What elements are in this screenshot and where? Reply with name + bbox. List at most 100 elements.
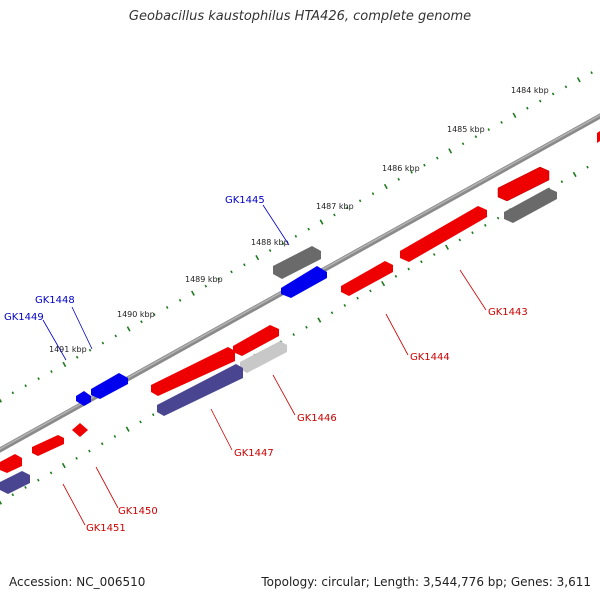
- gene-label[interactable]: GK1450: [118, 506, 158, 517]
- map-title: Geobacillus kaustophilus HTA426, complet…: [128, 9, 472, 24]
- ruler-tick: [75, 456, 78, 460]
- gene-arrow[interactable]: [233, 325, 279, 356]
- gene-arrow[interactable]: [273, 246, 321, 279]
- ruler-label: 1487 kbp: [316, 202, 354, 211]
- ruler-tick: [11, 391, 15, 395]
- ruler-tick: [407, 267, 410, 271]
- ruler-tick: [307, 227, 310, 231]
- ruler-tick: [448, 148, 453, 154]
- ruler-label: 1491 kbp: [49, 345, 87, 354]
- gene-label[interactable]: GK1451: [86, 523, 126, 534]
- forward-strand-genes: [0, 131, 600, 494]
- ruler-tick: [61, 462, 66, 469]
- ruler-tick: [255, 255, 260, 261]
- ruler-tick: [50, 370, 53, 373]
- ruler-tick: [420, 260, 423, 264]
- gene-arrow[interactable]: [151, 347, 235, 396]
- ruler-tick: [474, 135, 478, 139]
- genome-summary-text: Topology: circular; Length: 3,544,776 bp…: [261, 575, 591, 589]
- gene-arrow[interactable]: [240, 341, 287, 373]
- ruler-tick: [358, 199, 362, 203]
- ruler-tick: [88, 449, 91, 453]
- ruler-tick: [330, 311, 334, 315]
- ruler-tick: [371, 192, 375, 196]
- ruler-tick: [178, 298, 182, 302]
- gene-label[interactable]: GK1444: [410, 352, 450, 363]
- ruler-tick: [423, 163, 426, 167]
- ruler-tick: [436, 156, 439, 160]
- ruler-tick: [496, 216, 500, 220]
- gene-label[interactable]: GK1448: [35, 295, 75, 306]
- ruler-tick: [484, 223, 487, 227]
- ruler-label: 1485 kbp: [447, 125, 485, 134]
- gene-arrow[interactable]: [281, 266, 327, 298]
- ruler-tick: [0, 500, 2, 505]
- ruler-tick: [37, 377, 40, 381]
- gene-arrow[interactable]: [597, 131, 600, 143]
- ruler-tick: [471, 231, 474, 235]
- ruler-tick: [100, 442, 104, 446]
- ruler-tick: [586, 165, 589, 169]
- ruler-tick: [319, 219, 324, 225]
- leader-line: [62, 483, 86, 526]
- ruler-tick: [432, 253, 436, 256]
- ruler-tick: [292, 333, 295, 336]
- ruler-label: 1486 kbp: [382, 164, 420, 173]
- gene-arrow[interactable]: [76, 391, 91, 406]
- ruler-tick: [139, 420, 142, 424]
- gene-arrow[interactable]: [72, 423, 88, 437]
- ruler-tick: [24, 384, 27, 388]
- gene-arrow[interactable]: [400, 206, 487, 262]
- ruler-tick: [230, 270, 233, 274]
- ruler-tick: [268, 249, 272, 252]
- leader-line: [385, 313, 409, 356]
- gene-arrow[interactable]: [0, 471, 30, 494]
- leader-line: [210, 408, 233, 451]
- ruler-tick: [576, 77, 581, 83]
- gene-label[interactable]: GK1443: [488, 307, 528, 318]
- ruler-tick: [24, 486, 27, 489]
- ruler-tick: [243, 263, 246, 267]
- gene-arrow[interactable]: [32, 435, 64, 456]
- ruler-tick: [281, 242, 285, 245]
- inner-tick-row: [0, 165, 589, 505]
- gene-label[interactable]: GK1445: [225, 195, 265, 206]
- ruler-tick: [551, 92, 555, 96]
- gene-label[interactable]: GK1446: [297, 413, 337, 424]
- ruler-tick: [397, 177, 400, 181]
- ruler-tick: [560, 180, 564, 184]
- gene-label[interactable]: GK1447: [234, 448, 274, 459]
- ruler-tick: [114, 334, 118, 338]
- gene-label[interactable]: GK1449: [4, 312, 44, 323]
- gene-arrow[interactable]: [0, 454, 22, 473]
- ruler-tick: [113, 435, 117, 438]
- ruler-label: 1490 kbp: [117, 310, 155, 319]
- ruler-tick: [0, 398, 2, 403]
- ruler-tick: [191, 290, 195, 296]
- ruler-label: 1484 kbp: [511, 86, 549, 95]
- gene-arrow[interactable]: [497, 166, 550, 202]
- ruler-tick: [88, 348, 92, 352]
- ruler-tick: [11, 493, 15, 497]
- leader-line: [95, 466, 119, 509]
- ruler-tick: [381, 280, 386, 287]
- ruler-label: 1488 kbp: [251, 238, 289, 247]
- ruler-tick: [204, 284, 208, 288]
- leader-line: [459, 269, 487, 311]
- ruler-tick: [369, 289, 372, 293]
- ruler-tick: [49, 471, 53, 475]
- ruler-tick: [487, 128, 491, 131]
- gene-arrow[interactable]: [504, 188, 557, 223]
- ruler-tick: [333, 213, 336, 217]
- gene-arrow[interactable]: [91, 373, 128, 399]
- ruler-tick: [343, 304, 347, 307]
- ruler-tick: [538, 99, 542, 103]
- gene-arrow[interactable]: [157, 364, 243, 416]
- ruler-tick: [461, 142, 465, 146]
- gene-arrow[interactable]: [341, 261, 393, 296]
- ruler-label: 1489 kbp: [185, 275, 223, 284]
- ruler-tick: [75, 355, 79, 359]
- accession-text: Accession: NC_006510: [9, 575, 146, 589]
- ruler-tick: [590, 71, 593, 75]
